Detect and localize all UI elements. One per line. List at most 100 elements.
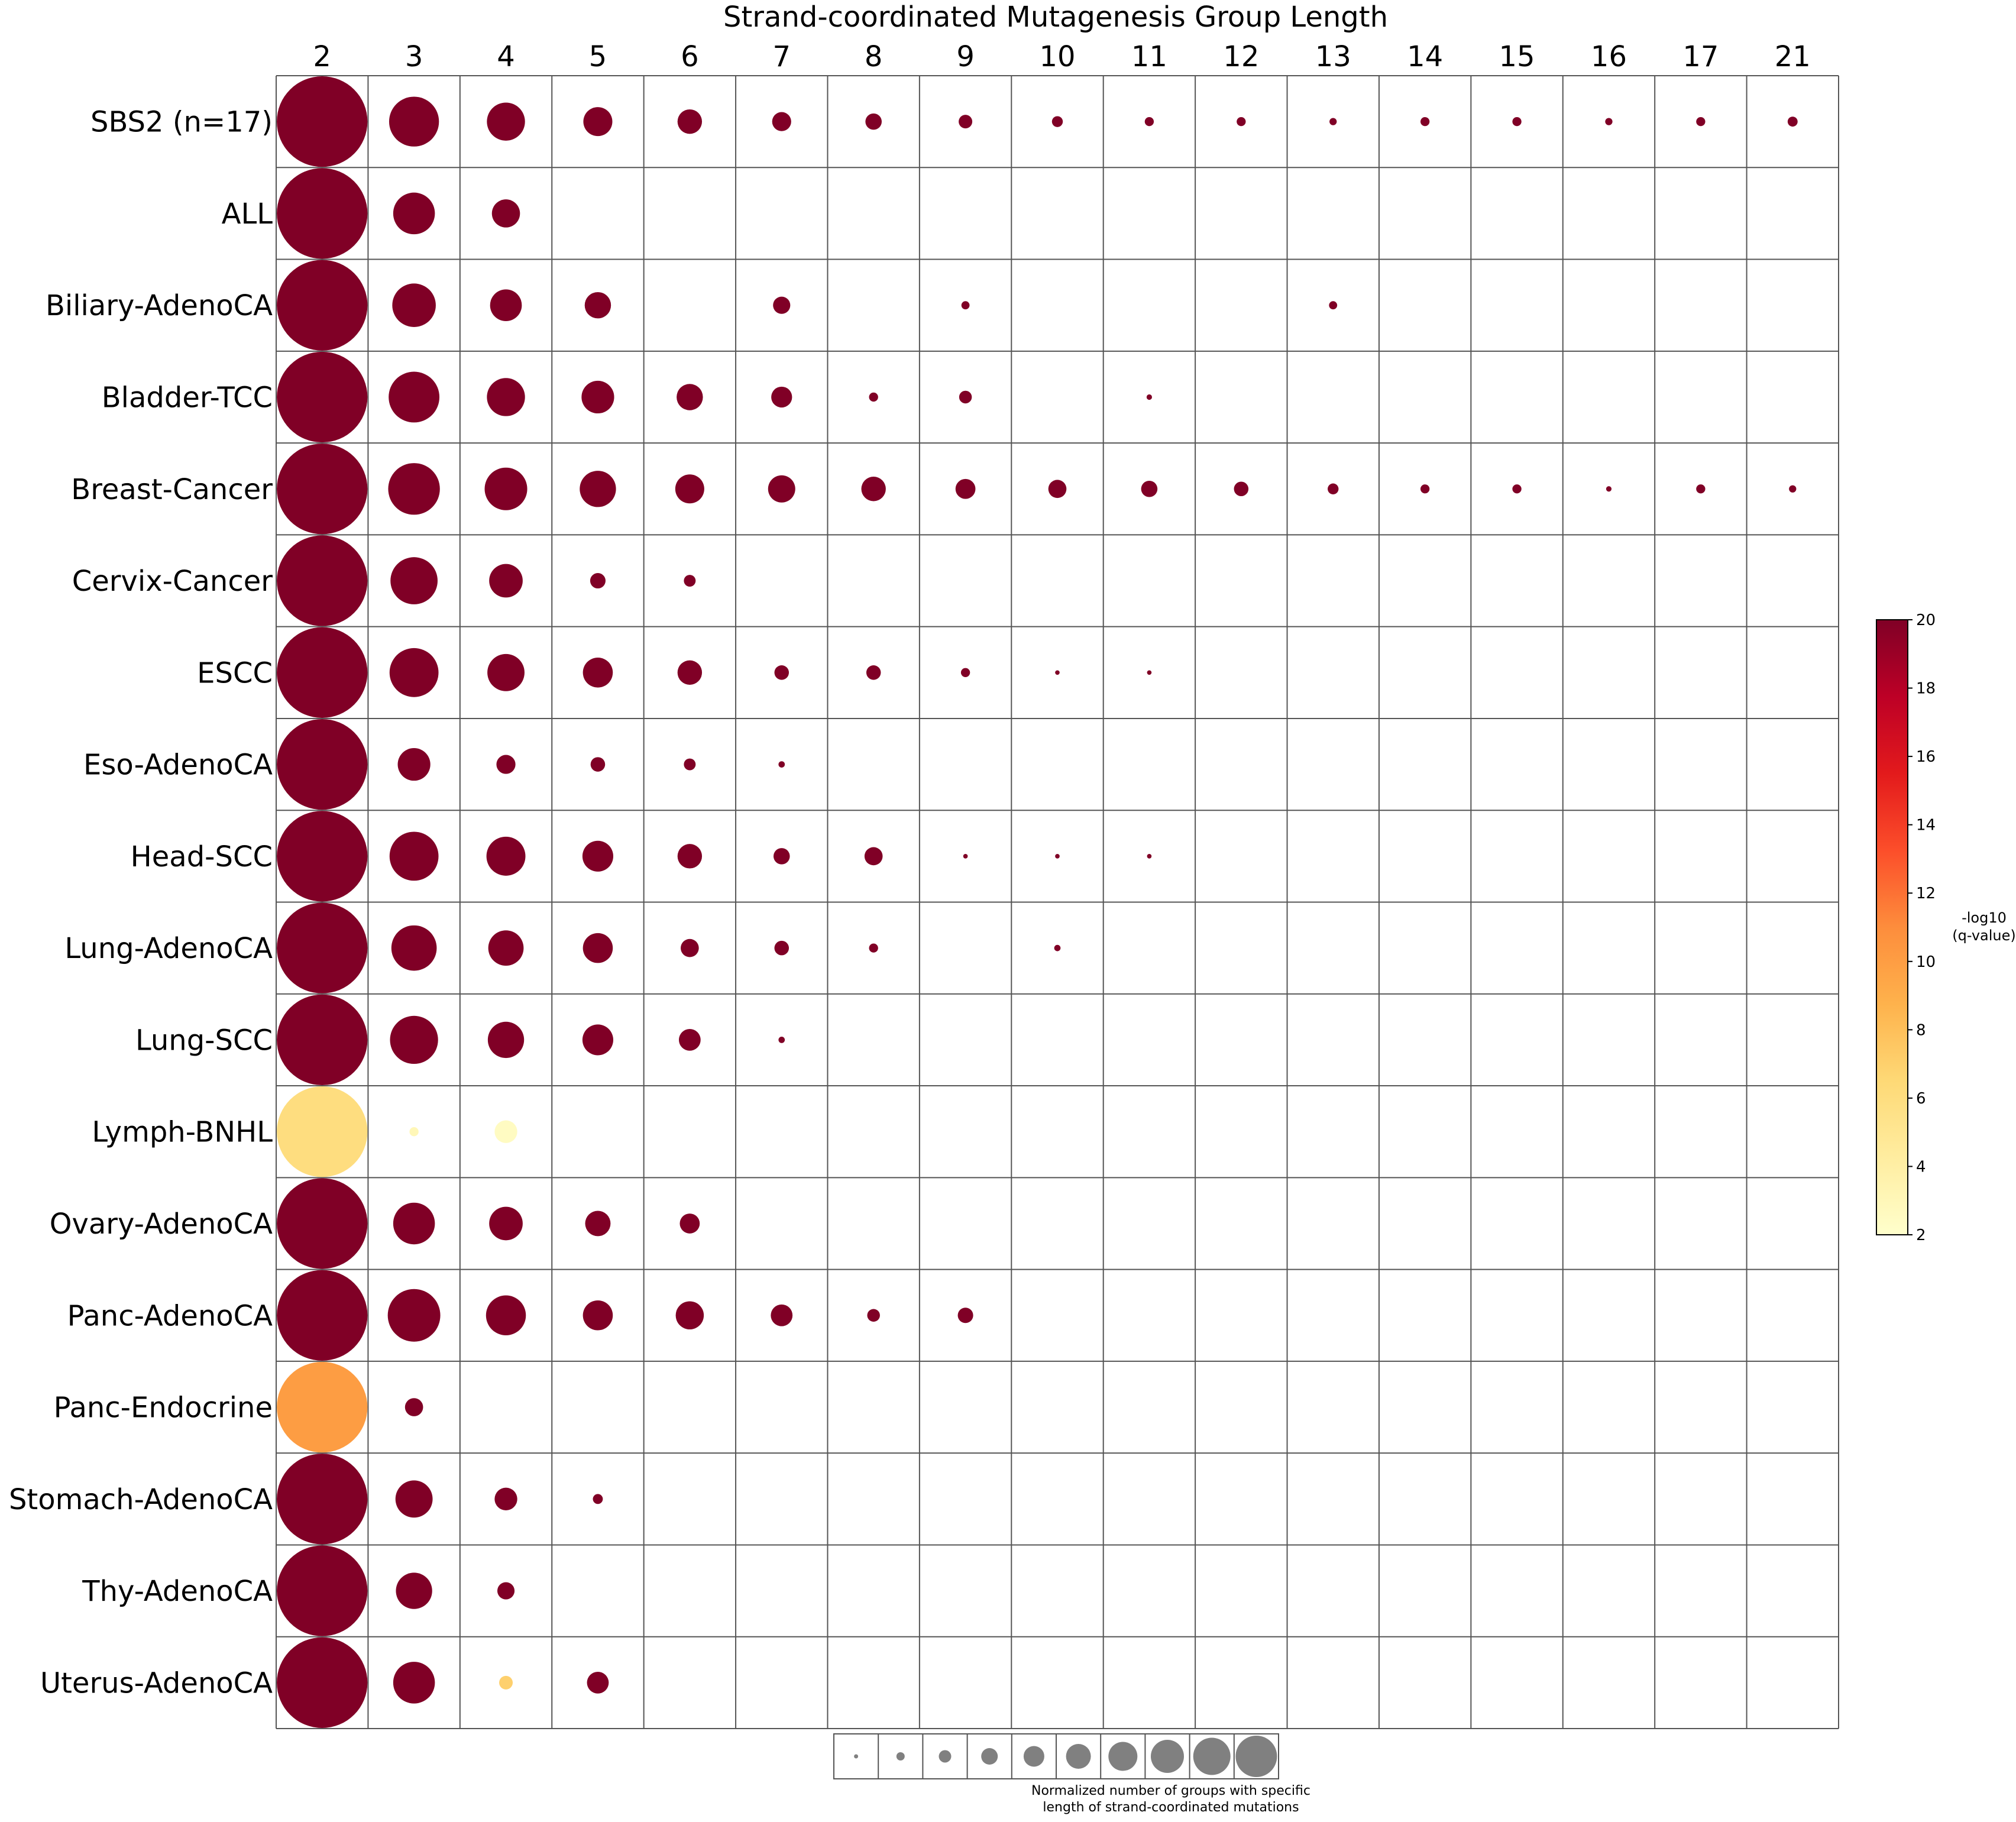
bubble [499,1675,513,1690]
bubble [1328,483,1339,494]
bubble [1420,484,1430,494]
bubble [487,378,525,416]
bubble [679,1213,700,1234]
chart-title: Strand-coordinated Mutagenesis Group Len… [723,1,1388,34]
bubble [389,648,439,697]
size-legend-bubble [1151,1740,1184,1773]
bubble [390,1015,438,1064]
row-label: Panc-AdenoCA [67,1299,273,1332]
bubble [581,380,614,414]
bubble [397,747,431,781]
size-legend-bubble [1193,1737,1231,1775]
bubble [277,627,368,718]
column-label: 5 [589,40,607,73]
row-label: Bladder-TCC [102,381,273,414]
colorbar-tick-label: 6 [1916,1090,1926,1108]
bubble [277,351,368,443]
bubble [277,994,368,1086]
bubble [768,475,795,503]
bubble [957,1308,973,1323]
bubble [390,557,438,604]
size-legend-bubble [854,1754,859,1759]
bubble [1512,484,1522,494]
bubble [277,811,368,902]
bubble [583,107,613,137]
size-legend-caption: Normalized number of groups with specifi… [1031,1784,1310,1815]
row-label: Lung-SCC [135,1024,273,1057]
bubble [1512,116,1522,127]
bubble [487,653,525,691]
bubble [773,296,791,314]
bubble [677,844,703,869]
bubble [277,1270,368,1361]
column-label: 3 [405,40,423,73]
bubble [389,96,439,147]
bubble [1420,116,1430,127]
column-label: 15 [1499,40,1535,73]
bubble [277,1361,368,1453]
bubble [277,1454,368,1545]
bubble [393,1202,435,1245]
row-label: Eso-AdenoCA [83,749,273,782]
colorbar-tick-label: 18 [1916,680,1936,698]
bubble [580,471,616,507]
column-label: 16 [1591,40,1627,73]
bubble [960,668,970,677]
column-label: 7 [772,40,791,73]
bubble [277,535,368,626]
bubble [396,1572,432,1609]
bubble [409,1127,419,1137]
bubble [277,1545,368,1636]
column-label: 11 [1131,40,1167,73]
bubble [774,665,789,680]
bubble [866,665,881,680]
colorbar-tick-label: 4 [1916,1158,1926,1176]
row-label: Ovary-AdenoCA [50,1208,273,1241]
bubble [277,719,368,810]
column-label: 2 [313,40,331,73]
bubbles [277,76,1798,1728]
bubble [1146,394,1153,400]
bubble [488,930,524,966]
bubble [774,940,789,956]
grid-lines [276,75,1839,1729]
bubble [675,1301,704,1330]
bubble [497,1582,515,1600]
row-label: ALL [222,198,273,231]
colorbar-tick-label: 20 [1916,611,1936,629]
column-label: 14 [1407,40,1443,73]
bubble [489,1206,523,1241]
colorbar-tick-label: 10 [1916,953,1936,971]
row-label: Breast-Cancer [71,473,273,506]
column-label: 4 [497,40,515,73]
bubble [391,925,437,971]
row-label: Stomach-AdenoCA [9,1483,273,1516]
column-label: 8 [865,40,883,73]
column-label: 12 [1223,40,1259,73]
bubble [587,1671,609,1694]
colorbar-tick-label: 12 [1916,885,1936,902]
bubble [393,192,435,235]
bubble [277,260,368,351]
bubble [277,1086,368,1177]
colorbar-label: -log10 [1962,910,2007,926]
bubble [583,933,613,963]
bubble [773,848,790,865]
bubble [869,392,878,402]
bubble [389,371,440,423]
bubble [486,1295,526,1335]
row-labels: SBS2 (n=17) ALL Biliary-AdenoCA Bladder-TCC… [9,106,273,1700]
bubble [277,168,368,259]
colorbar-tick-label: 16 [1916,748,1936,766]
column-label: 21 [1775,40,1811,73]
bubble [1789,485,1797,493]
bubble [864,847,883,866]
row-label: Lymph-BNHL [92,1116,273,1149]
colorbar-tick-label: 14 [1916,817,1936,834]
bubble [582,840,613,872]
bubble [869,943,878,953]
bubble [684,575,696,587]
bubble [490,289,522,322]
bubble [388,463,440,515]
